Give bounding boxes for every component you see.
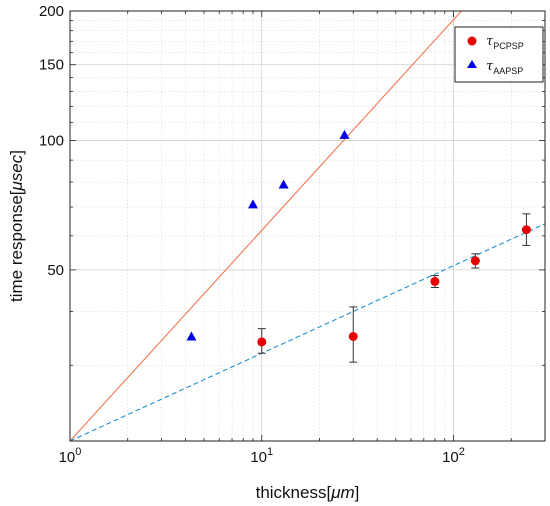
fit-line-2 xyxy=(69,223,546,442)
legend-aapsp-sub: AAPSP xyxy=(493,66,523,76)
legend-box xyxy=(454,26,544,83)
x-axis-label-prefix: thickness[ xyxy=(256,483,332,502)
y-axis-label: time response[μsec] xyxy=(7,150,26,302)
data-point-pcpsp xyxy=(470,256,480,266)
legend-entry-pcpsp: τPCPSP xyxy=(486,34,524,51)
x-axis-label-unit: μm xyxy=(330,483,354,502)
fit-line-1 xyxy=(69,10,462,442)
x-tick-label: 102 xyxy=(442,446,465,466)
legend-marker-aapsp xyxy=(467,60,477,68)
y-tick-label: 50 xyxy=(47,262,64,279)
y-axis-label-prefix: time response[ xyxy=(7,190,26,302)
data-point-pcpsp xyxy=(521,225,531,235)
legend-pcpsp-sub: PCPSP xyxy=(493,41,524,51)
legend-pcpsp-symbol: τ xyxy=(486,34,494,49)
y-tick-label: 150 xyxy=(39,57,64,74)
data-point-aapsp xyxy=(247,199,258,209)
y-axis-label-unit: μsec xyxy=(7,154,26,191)
plot-frame xyxy=(69,10,546,442)
legend-entry-aapsp: τAAPSP xyxy=(486,59,523,76)
data-point-pcpsp xyxy=(430,276,440,286)
x-tick-label: 100 xyxy=(59,446,82,466)
data-point-aapsp xyxy=(186,331,197,341)
x-axis-label: thickness[μm] xyxy=(256,483,360,502)
legend-aapsp-symbol: τ xyxy=(486,59,494,74)
data-point-aapsp xyxy=(339,129,350,139)
data-point-aapsp xyxy=(278,179,289,189)
axis-ticks: 100 101 102 50 100 150 200 xyxy=(39,3,546,466)
y-tick-label: 100 xyxy=(39,132,64,149)
legend: τPCPSP τAAPSP xyxy=(454,26,544,83)
fit-lines xyxy=(69,10,546,442)
data-marks xyxy=(186,129,531,363)
y-axis-label-suffix: ] xyxy=(7,150,26,155)
x-axis-label-suffix: ] xyxy=(355,483,360,502)
x-tick-label: 101 xyxy=(250,446,273,466)
data-point-pcpsp xyxy=(348,331,358,341)
y-tick-label: 200 xyxy=(39,3,64,20)
data-point-pcpsp xyxy=(257,337,267,347)
legend-marker-pcpsp xyxy=(467,36,477,46)
